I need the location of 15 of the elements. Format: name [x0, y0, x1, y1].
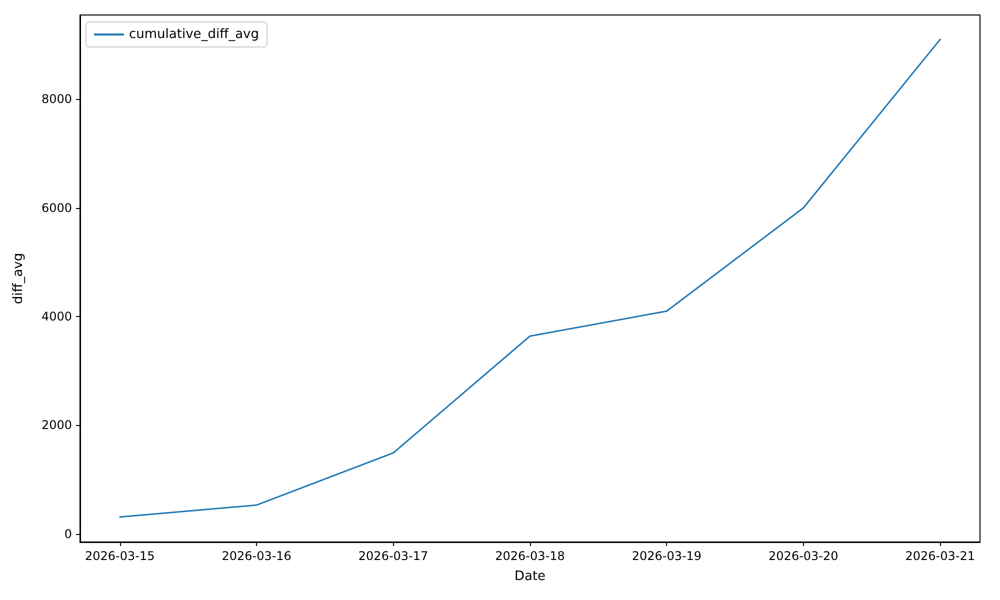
- x-tick-label: 2026-03-20: [768, 549, 838, 563]
- x-tick-label: 2026-03-15: [85, 549, 155, 563]
- y-tick-label: 0: [64, 526, 72, 541]
- x-tick-label: 2026-03-17: [358, 549, 428, 563]
- y-axis-title: diff_avg: [11, 252, 26, 304]
- x-tick-label: 2026-03-16: [222, 549, 292, 563]
- legend-label: cumulative_diff_avg: [129, 27, 259, 42]
- y-tick-label: 2000: [41, 418, 72, 432]
- x-tick-label: 2026-03-19: [632, 549, 702, 563]
- x-tick-label: 2026-03-18: [495, 549, 565, 563]
- y-tick-label: 8000: [41, 92, 72, 106]
- x-tick-label: 2026-03-21: [905, 549, 975, 563]
- x-axis-title: Date: [514, 569, 546, 584]
- y-tick-label: 4000: [41, 310, 72, 324]
- y-tick-label: 6000: [41, 200, 72, 215]
